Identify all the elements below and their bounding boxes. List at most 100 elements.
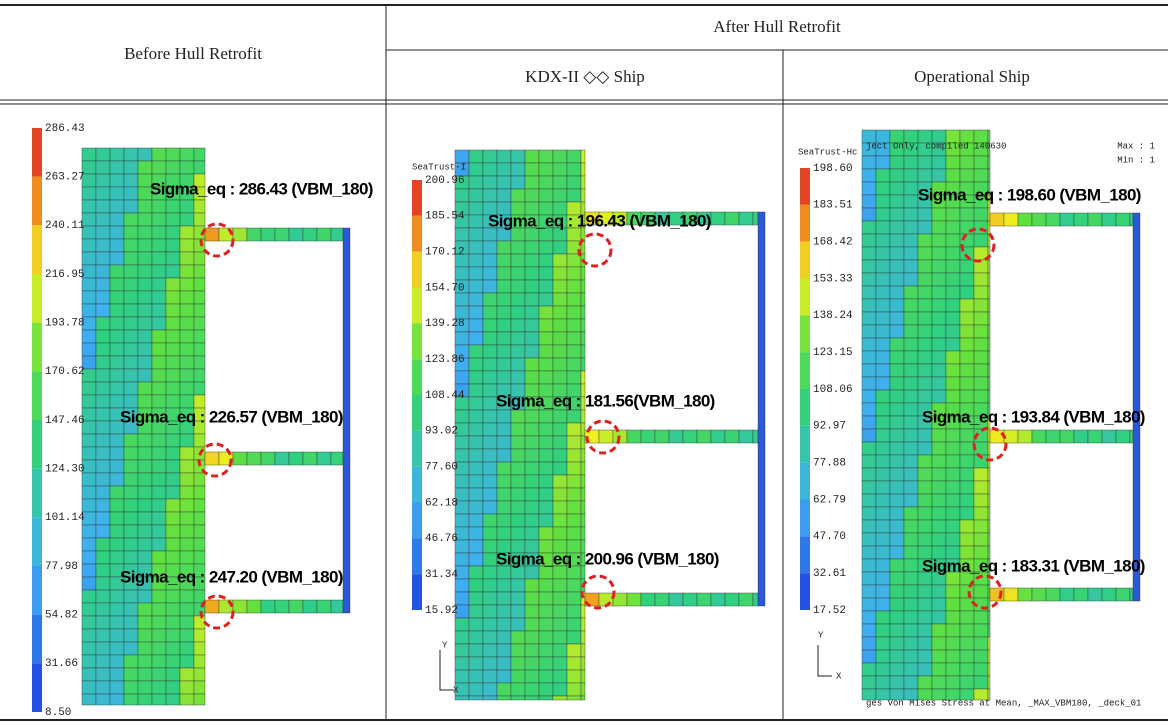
legend-swatch bbox=[412, 288, 422, 324]
mesh-cell bbox=[180, 590, 194, 603]
mesh-cell bbox=[455, 514, 469, 527]
mesh-cell bbox=[110, 148, 124, 161]
mesh-cell bbox=[525, 644, 539, 657]
mesh-cell bbox=[918, 390, 932, 403]
mesh-cell bbox=[469, 566, 483, 579]
mesh-cell bbox=[876, 338, 890, 351]
mesh-cell bbox=[960, 377, 974, 390]
mesh-cell bbox=[511, 150, 525, 163]
mesh-cell bbox=[152, 330, 166, 343]
mesh-cell bbox=[918, 650, 932, 663]
mesh-cell bbox=[194, 434, 205, 447]
mesh-cell bbox=[932, 234, 946, 247]
mesh-cell bbox=[525, 410, 539, 423]
mesh-cell bbox=[553, 267, 567, 280]
legend-swatch bbox=[412, 503, 422, 539]
mesh-cell bbox=[124, 551, 138, 564]
mesh-cell bbox=[483, 254, 497, 267]
legend-swatch bbox=[32, 323, 42, 372]
mesh-cell bbox=[166, 512, 180, 525]
legend-swatch bbox=[800, 352, 810, 389]
mesh-cell bbox=[974, 325, 988, 338]
mesh-cell bbox=[974, 273, 988, 286]
mesh-cell bbox=[331, 452, 343, 465]
mesh-cell bbox=[876, 195, 890, 208]
mesh-cell bbox=[138, 681, 152, 694]
mesh-cell bbox=[455, 618, 469, 631]
legend-label: 31.34 bbox=[425, 569, 458, 581]
column-header: Before Hull Retrofit bbox=[124, 44, 262, 63]
mesh-cell bbox=[946, 585, 960, 598]
mesh-cell bbox=[946, 520, 960, 533]
mesh-cell bbox=[525, 150, 539, 163]
mesh-cell bbox=[890, 468, 904, 481]
legend-label: 77.98 bbox=[45, 561, 78, 573]
mesh-cell bbox=[862, 611, 876, 624]
mesh-cell bbox=[890, 585, 904, 598]
legend-label: 32.61 bbox=[813, 568, 846, 580]
mesh-cell bbox=[553, 293, 567, 306]
mesh-cell bbox=[96, 382, 110, 395]
legend-label: 286.43 bbox=[45, 123, 85, 135]
mesh-cell bbox=[683, 593, 697, 606]
mesh-cell bbox=[862, 169, 876, 182]
mesh-cell bbox=[469, 657, 483, 670]
mesh-cell bbox=[469, 150, 483, 163]
mesh-cell bbox=[876, 481, 890, 494]
mesh-cell bbox=[974, 650, 988, 663]
mesh-cell bbox=[152, 460, 166, 473]
mesh-cell bbox=[483, 189, 497, 202]
mesh-cell bbox=[960, 429, 974, 442]
mesh-cell bbox=[194, 213, 205, 226]
mesh-cell bbox=[483, 683, 497, 696]
mesh-cell bbox=[194, 148, 205, 161]
mesh-cell bbox=[876, 546, 890, 559]
mesh-cell bbox=[960, 507, 974, 520]
axis-triad bbox=[818, 645, 832, 676]
mesh-cell bbox=[483, 176, 497, 189]
mesh-cell bbox=[483, 670, 497, 683]
mesh-cell bbox=[96, 512, 110, 525]
mesh-cell bbox=[469, 384, 483, 397]
mesh-cell bbox=[960, 390, 974, 403]
mesh-cell bbox=[904, 598, 918, 611]
mesh-cell bbox=[497, 358, 511, 371]
mesh-cell bbox=[918, 338, 932, 351]
mesh-cell bbox=[525, 462, 539, 475]
mesh-cell bbox=[525, 579, 539, 592]
mesh-cell bbox=[511, 436, 525, 449]
mesh-cell bbox=[511, 241, 525, 254]
mesh-cell bbox=[946, 221, 960, 234]
mesh-cell bbox=[567, 579, 581, 592]
mesh-cell bbox=[567, 592, 581, 605]
mesh-cell bbox=[110, 213, 124, 226]
mesh-cell bbox=[180, 291, 194, 304]
mesh-cell bbox=[1060, 213, 1074, 226]
mesh-cell bbox=[511, 371, 525, 384]
legend-label: 54.82 bbox=[45, 610, 78, 622]
mesh-cell bbox=[567, 358, 581, 371]
mesh-cell bbox=[876, 156, 890, 169]
mesh-cell bbox=[581, 670, 585, 683]
legend-label: 93.02 bbox=[425, 426, 458, 438]
mesh-cell bbox=[483, 345, 497, 358]
mesh-cell bbox=[180, 382, 194, 395]
mesh-cell bbox=[890, 455, 904, 468]
mesh-cell bbox=[988, 585, 990, 598]
mesh-cell bbox=[152, 317, 166, 330]
mesh-cell bbox=[110, 239, 124, 252]
mesh-cell bbox=[862, 312, 876, 325]
mesh-cell bbox=[876, 507, 890, 520]
mesh-cell bbox=[1004, 430, 1018, 443]
mesh-cell bbox=[539, 371, 553, 384]
mesh-cell bbox=[138, 226, 152, 239]
mesh-cell bbox=[1060, 588, 1074, 601]
mesh-cell bbox=[124, 174, 138, 187]
mesh-cell bbox=[862, 637, 876, 650]
mesh-cell bbox=[138, 369, 152, 382]
mesh-cell bbox=[932, 624, 946, 637]
mesh-cell bbox=[138, 317, 152, 330]
mesh-cell bbox=[194, 369, 205, 382]
mesh-cell bbox=[988, 221, 990, 234]
mesh-cell bbox=[138, 304, 152, 317]
